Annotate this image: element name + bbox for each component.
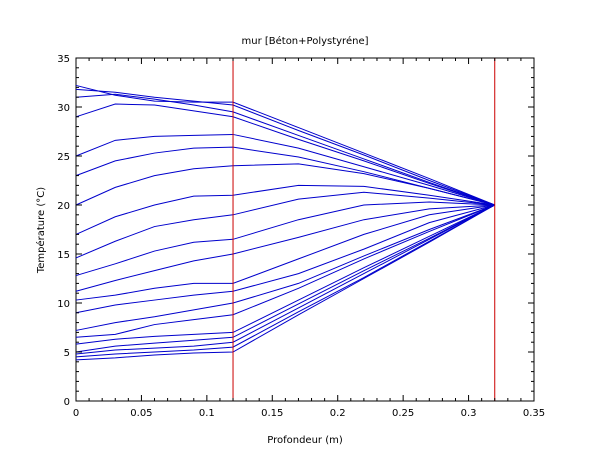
y-tick-label: 10: [57, 299, 70, 310]
x-tick-label: 0: [73, 408, 79, 419]
y-tick-label: 0: [64, 397, 70, 408]
y-tick-label: 15: [57, 250, 70, 261]
x-axis-ticks: 0 0.05 0.1 0.15 0.2 0.25 0.3 0.35: [73, 58, 545, 419]
plot-area: [75, 57, 535, 402]
y-tick-label: 35: [57, 54, 70, 65]
x-tick-label: 0.35: [523, 408, 545, 419]
x-tick-label: 0.15: [261, 408, 283, 419]
y-axis-title: Température (°C): [35, 187, 47, 274]
y-tick-label: 30: [57, 103, 70, 114]
plot-frame: [75, 57, 535, 402]
y-tick-label: 5: [64, 348, 70, 359]
x-axis-title: Profondeur (m): [267, 435, 343, 446]
y-tick-label: 20: [57, 201, 70, 212]
x-tick-label: 0.05: [130, 408, 152, 419]
chart-title: mur [Béton+Polystyréne]: [241, 35, 368, 47]
x-tick-label: 0.25: [392, 408, 414, 419]
vline-layer: [232, 58, 496, 401]
x-tick-label: 0.1: [199, 408, 215, 419]
y-axis-ticks: 0 5 10 15 20 25 30 35: [57, 54, 534, 408]
x-tick-label: 0.2: [330, 408, 346, 419]
x-tick-label: 0.3: [461, 408, 477, 419]
y-tick-label: 25: [57, 152, 70, 163]
